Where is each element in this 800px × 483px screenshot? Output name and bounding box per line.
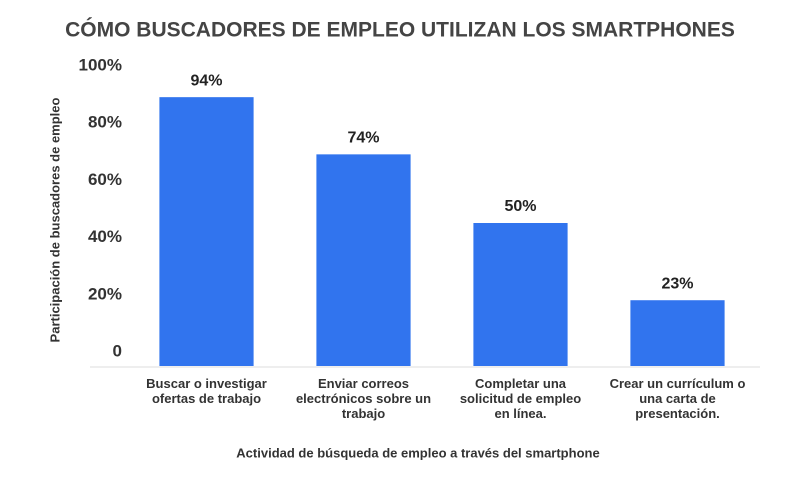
x-tick-label: Buscar o investigar ofertas de trabajo: [146, 376, 267, 406]
value-label: 94%: [190, 72, 222, 89]
y-tick-label: 80%: [88, 113, 122, 132]
value-label: 74%: [347, 130, 379, 147]
bar: [159, 97, 254, 366]
x-tick-label: Completar una solicitud de empleo en lín…: [459, 376, 582, 421]
value-label: 50%: [504, 198, 536, 215]
y-axis-label: Participación de buscadores de empleo: [47, 97, 62, 342]
bar: [630, 300, 725, 366]
y-tick-label: 20%: [88, 284, 122, 303]
bar: [473, 223, 568, 366]
value-label: 23%: [661, 275, 693, 292]
x-tick-label: Crear un currículum o una carta de prese…: [609, 376, 746, 421]
y-tick-label: 40%: [88, 227, 122, 246]
y-tick-label: 0: [113, 341, 122, 360]
bar: [316, 154, 411, 366]
y-tick-label: 60%: [88, 170, 122, 189]
x-axis-label: Actividad de búsqueda de empleo a través…: [236, 445, 599, 460]
chart-title: CÓMO BUSCADORES DE EMPLEO UTILIZAN LOS S…: [65, 18, 735, 42]
y-tick-label: 100%: [79, 55, 122, 74]
x-tick-label: Enviar correos electrónicos sobre un tra…: [295, 376, 432, 421]
